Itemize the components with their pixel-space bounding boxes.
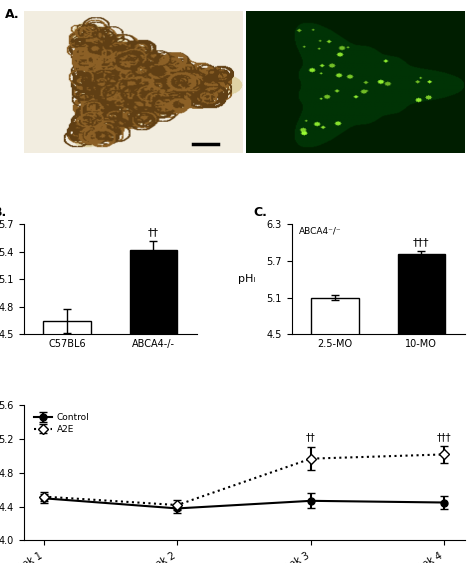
Legend: Control, A2E: Control, A2E bbox=[33, 412, 91, 436]
Bar bbox=[43, 321, 91, 563]
Text: B.: B. bbox=[0, 205, 7, 218]
Text: †††: ††† bbox=[413, 238, 429, 248]
Bar bbox=[129, 250, 177, 563]
Bar bbox=[311, 298, 359, 563]
Text: A.: A. bbox=[5, 8, 19, 21]
Bar bbox=[398, 254, 445, 563]
Text: ††: †† bbox=[148, 227, 159, 237]
Text: ABCA4⁻/⁻: ABCA4⁻/⁻ bbox=[299, 226, 341, 235]
Text: ††: †† bbox=[306, 432, 316, 443]
Text: C.: C. bbox=[254, 205, 267, 218]
Text: †††: ††† bbox=[437, 432, 452, 442]
Y-axis label: pHₗ: pHₗ bbox=[238, 274, 255, 284]
